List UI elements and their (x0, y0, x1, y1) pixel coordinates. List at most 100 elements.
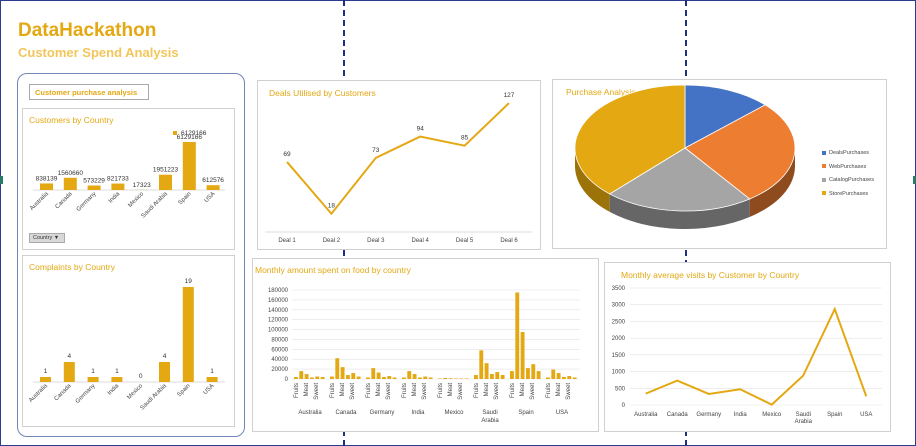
bar (159, 362, 170, 382)
data-label: 127 (504, 92, 515, 99)
bar (407, 371, 412, 379)
legend-label: StorePurchases (829, 190, 869, 197)
item-tick-label: Sweet (350, 383, 356, 400)
y-tick-label: 180000 (268, 288, 289, 294)
pie-slice (684, 84, 766, 149)
bar (299, 371, 304, 379)
bar (159, 174, 172, 190)
bar (340, 367, 345, 379)
data-label: 1951223 (153, 167, 179, 174)
data-label: 69 (283, 151, 291, 158)
bar (418, 377, 422, 379)
legend-swatch (822, 164, 826, 169)
frame-marker (0, 176, 3, 184)
data-label: 19 (185, 278, 193, 285)
item-tick-label: Fruits (402, 383, 408, 398)
item-tick-label: Fruits (330, 383, 336, 398)
legend-label: 6129166 (181, 130, 207, 137)
data-label: 1 (210, 368, 214, 375)
bar (500, 375, 505, 379)
item-tick-label: Sweet (458, 383, 464, 400)
group-tick-label: Australia (298, 410, 322, 416)
food-chart-panel[interactable] (252, 258, 599, 432)
bar (556, 373, 561, 379)
bar (562, 377, 566, 379)
group-tick-label: USA (556, 410, 568, 416)
data-label: 1 (91, 368, 95, 375)
bar (402, 377, 406, 379)
page-subtitle: Customer Spend Analysis (18, 45, 179, 60)
data-label: 821733 (107, 176, 129, 183)
bar (448, 378, 453, 379)
group-tick-label: Arabia (481, 418, 499, 424)
item-tick-label: Meat (448, 383, 454, 397)
bar (182, 142, 196, 190)
bar (490, 374, 494, 379)
bar (479, 350, 484, 379)
customers-chart-panel[interactable] (22, 108, 235, 250)
tick-label: Deal 3 (367, 238, 385, 244)
x-tick-label: Arabia (795, 419, 813, 425)
bar (111, 183, 125, 190)
data-label: 838139 (36, 175, 58, 182)
deals-chart-panel[interactable] (257, 80, 541, 250)
bar (335, 358, 340, 379)
tick-label: Deal 2 (323, 238, 341, 244)
y-tick-label: 2000 (612, 336, 626, 342)
page-title: DataHackathon (18, 20, 157, 41)
tick-label: Deal 6 (500, 238, 518, 244)
data-label: 4 (67, 353, 71, 360)
group-tick-label: Germany (370, 410, 395, 416)
item-tick-label: Sweet (530, 383, 536, 400)
data-label: 1 (115, 368, 119, 375)
bar (40, 183, 53, 190)
y-tick-label: 40000 (271, 357, 288, 363)
y-tick-label: 3000 (612, 303, 626, 309)
x-tick-label: Australia (634, 412, 658, 418)
purchase-chart-title: Purchase Analysis (566, 87, 636, 97)
y-tick-label: 0 (622, 403, 626, 409)
bar (315, 376, 320, 379)
y-tick-label: 1000 (612, 370, 626, 376)
legend-swatch (822, 177, 826, 182)
bar (320, 377, 325, 379)
item-tick-label: Meat (412, 383, 418, 397)
item-tick-label: Sweet (386, 383, 392, 400)
legend-swatch (173, 131, 177, 135)
bar (572, 377, 577, 379)
visits-chart-title: Monthly average visits by Customer by Co… (621, 270, 800, 280)
customers-chart-title: Customers by Country (29, 115, 114, 125)
tick-label: Deal 5 (456, 238, 474, 244)
bar (392, 377, 397, 379)
item-tick-label: Fruits (546, 383, 552, 398)
complaints-chart-panel[interactable] (22, 255, 235, 427)
item-tick-label: Fruits (366, 383, 372, 398)
bar (412, 374, 417, 379)
country-filter-button[interactable]: Country ▼ (29, 233, 65, 243)
group-tick-label: Spain (518, 410, 533, 416)
bar (356, 376, 361, 379)
frame-marker (913, 176, 916, 184)
tick-label: Deal 1 (278, 238, 296, 244)
item-tick-label: Sweet (314, 383, 320, 400)
item-tick-label: Sweet (422, 383, 428, 400)
bar (371, 368, 376, 379)
customer-purchase-group (17, 73, 245, 437)
bar (382, 377, 386, 379)
legend-label: CatalogPurchases (829, 177, 874, 183)
y-tick-label: 80000 (271, 337, 288, 343)
visits-chart-panel[interactable] (604, 262, 891, 432)
bar (443, 378, 448, 379)
bar (351, 373, 356, 379)
legend-label: WebPurchases (829, 163, 867, 170)
bar (495, 372, 500, 379)
group-tick-label: Canada (335, 410, 357, 416)
legend-swatch (822, 150, 826, 155)
pie-slice-side (749, 148, 795, 217)
y-tick-label: 140000 (268, 308, 289, 314)
pie-slice (574, 84, 686, 195)
x-tick-label: Mexico (762, 412, 782, 418)
